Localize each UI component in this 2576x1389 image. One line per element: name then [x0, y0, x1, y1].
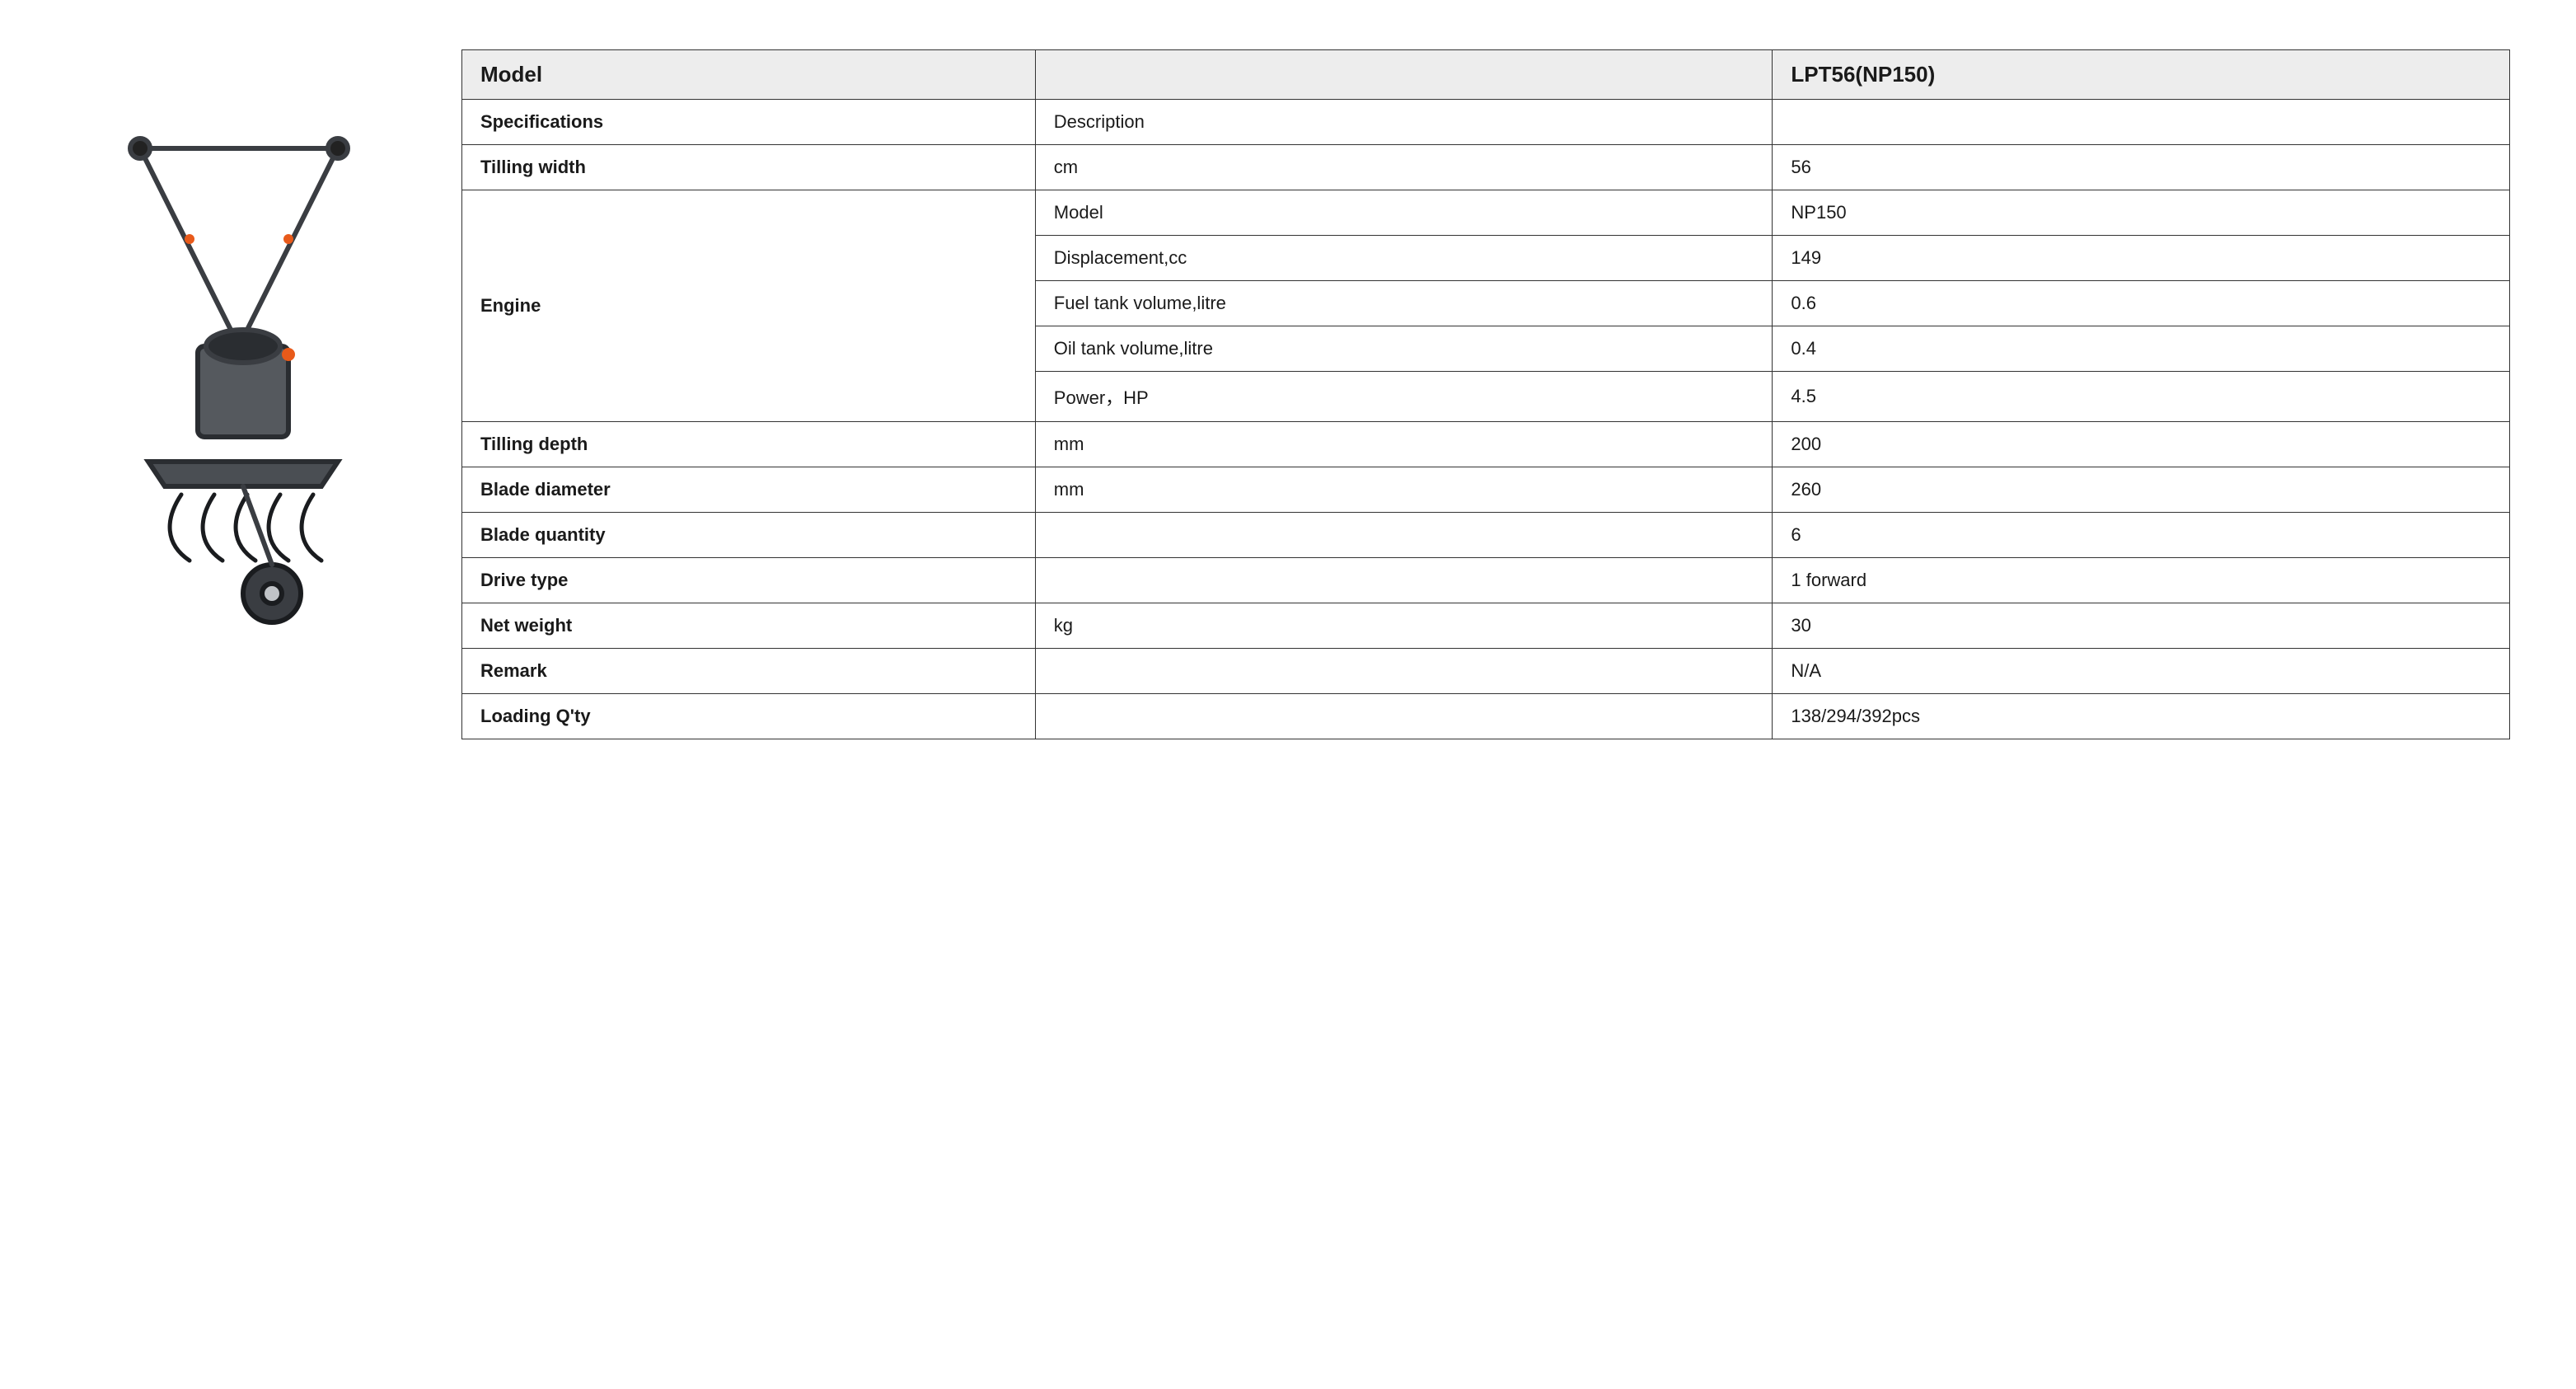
engine-value: 0.6	[1773, 281, 2510, 326]
table-row-engine: Engine Model NP150	[462, 190, 2510, 236]
row-label: Drive type	[462, 558, 1036, 603]
row-value	[1773, 100, 2510, 145]
table-row: Specifications Description	[462, 100, 2510, 145]
row-value: 260	[1773, 467, 2510, 513]
row-desc: mm	[1035, 467, 1773, 513]
row-value: 6	[1773, 513, 2510, 558]
row-desc: Description	[1035, 100, 1773, 145]
row-label: Blade diameter	[462, 467, 1036, 513]
row-value: 30	[1773, 603, 2510, 649]
row-label: Remark	[462, 649, 1036, 694]
page-container: Model LPT56(NP150) Specifications Descri…	[66, 49, 2510, 739]
table-row: Tilling depth mm 200	[462, 422, 2510, 467]
spec-table-column: Model LPT56(NP150) Specifications Descri…	[461, 49, 2510, 739]
row-desc	[1035, 694, 1773, 739]
row-desc: mm	[1035, 422, 1773, 467]
table-row: Blade quantity 6	[462, 513, 2510, 558]
engine-value: 4.5	[1773, 372, 2510, 422]
table-row: Loading Q'ty 138/294/392pcs	[462, 694, 2510, 739]
row-desc	[1035, 513, 1773, 558]
table-header-row: Model LPT56(NP150)	[462, 50, 2510, 100]
product-image	[66, 99, 412, 626]
table-row: Tilling width cm 56	[462, 145, 2510, 190]
table-row: Drive type 1 forward	[462, 558, 2510, 603]
row-desc	[1035, 558, 1773, 603]
engine-desc: Fuel tank volume,litre	[1035, 281, 1773, 326]
tiller-icon	[66, 99, 412, 626]
engine-desc: Model	[1035, 190, 1773, 236]
row-label: Blade quantity	[462, 513, 1036, 558]
product-image-column	[66, 49, 412, 626]
row-value: 200	[1773, 422, 2510, 467]
engine-value: 149	[1773, 236, 2510, 281]
spec-table: Model LPT56(NP150) Specifications Descri…	[461, 49, 2510, 739]
table-row: Net weight kg 30	[462, 603, 2510, 649]
row-label: Tilling depth	[462, 422, 1036, 467]
header-model-value: LPT56(NP150)	[1773, 50, 2510, 100]
engine-desc: Displacement,cc	[1035, 236, 1773, 281]
table-row: Remark N/A	[462, 649, 2510, 694]
table-row: Blade diameter mm 260	[462, 467, 2510, 513]
row-desc: kg	[1035, 603, 1773, 649]
engine-desc: Power，HP	[1035, 372, 1773, 422]
engine-value: NP150	[1773, 190, 2510, 236]
header-blank	[1035, 50, 1773, 100]
engine-desc: Oil tank volume,litre	[1035, 326, 1773, 372]
header-model-label: Model	[462, 50, 1036, 100]
row-desc	[1035, 649, 1773, 694]
engine-label: Engine	[462, 190, 1036, 422]
row-label: Loading Q'ty	[462, 694, 1036, 739]
row-desc: cm	[1035, 145, 1773, 190]
row-value: 138/294/392pcs	[1773, 694, 2510, 739]
row-value: 56	[1773, 145, 2510, 190]
row-label: Net weight	[462, 603, 1036, 649]
row-label: Tilling width	[462, 145, 1036, 190]
engine-value: 0.4	[1773, 326, 2510, 372]
row-label: Specifications	[462, 100, 1036, 145]
row-value: 1 forward	[1773, 558, 2510, 603]
row-value: N/A	[1773, 649, 2510, 694]
